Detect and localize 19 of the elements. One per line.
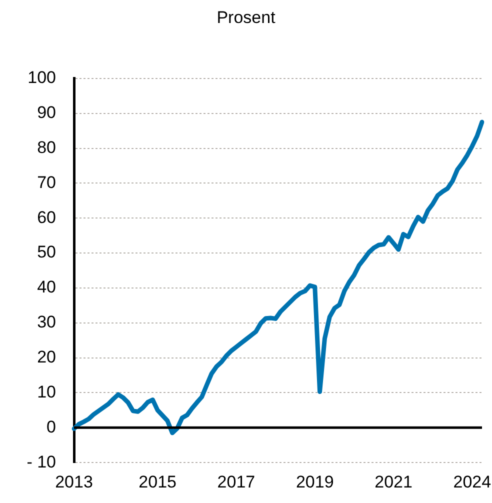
- x-tick-label: 2024: [453, 472, 492, 492]
- y-tick-label: 80: [37, 138, 56, 157]
- y-tick-label: - 10: [26, 452, 56, 472]
- y-tick-label: 100: [28, 68, 56, 88]
- y-tick-label: 0: [46, 417, 56, 436]
- y-tick-label: 30: [37, 312, 56, 332]
- chart-title: Prosent: [216, 8, 276, 27]
- x-tick-label: 2015: [138, 472, 176, 492]
- x-tick-label: 2021: [374, 472, 412, 492]
- y-tick-label: 90: [37, 103, 56, 122]
- x-tick-label: 2013: [55, 472, 93, 492]
- x-tick-label: 2017: [217, 472, 256, 492]
- x-tick-label: 2019: [296, 472, 334, 492]
- y-tick-label: 50: [37, 242, 56, 262]
- y-tick-label: 60: [37, 208, 56, 227]
- y-tick-label: 10: [37, 382, 56, 402]
- y-tick-label: 70: [37, 172, 56, 192]
- y-tick-label: 20: [37, 348, 56, 367]
- y-tick-label: 40: [37, 278, 56, 297]
